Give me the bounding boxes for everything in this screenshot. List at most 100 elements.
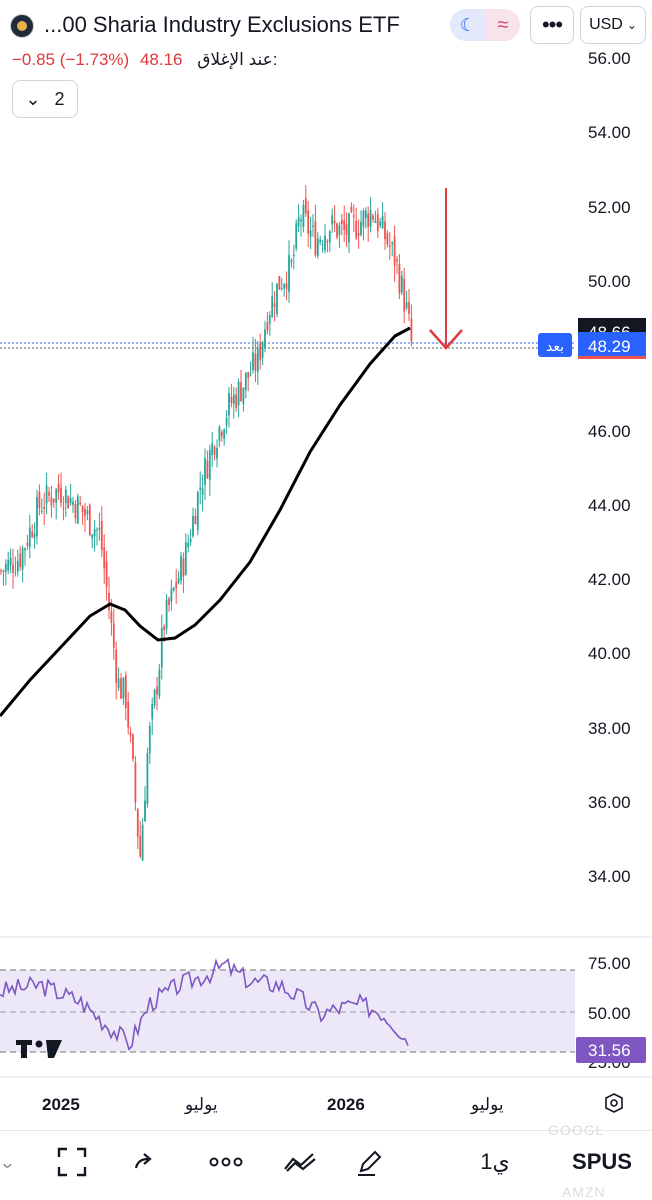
candle-body	[0, 570, 2, 572]
candle-body	[338, 225, 341, 236]
candle-body	[36, 496, 38, 537]
candle-body	[408, 302, 410, 314]
candle-body	[321, 244, 324, 246]
candle-body	[52, 498, 55, 502]
candle-body	[208, 449, 211, 480]
currency-label: USD	[589, 16, 623, 33]
candle-body	[184, 542, 187, 575]
bottom-toolbar	[0, 1130, 652, 1200]
chevron-down-icon: ⌄	[25, 88, 41, 109]
price-tick: 40.00	[588, 644, 631, 663]
candle-body	[372, 215, 374, 220]
candle-body	[350, 206, 353, 213]
indicator-count: 2	[54, 88, 65, 109]
candle-body	[249, 374, 252, 376]
candle-body	[280, 288, 283, 290]
candle-body	[362, 210, 365, 227]
wave-icon[interactable]: ≈	[486, 9, 520, 41]
candle-body	[333, 220, 336, 224]
candle-body	[177, 578, 180, 583]
symbol-button[interactable]: SPUS	[572, 1149, 632, 1174]
candle-body	[69, 498, 72, 504]
gear-icon[interactable]	[605, 1093, 623, 1113]
symbol-title[interactable]: ...00 Sharia Industry Exclusions ETF	[44, 12, 400, 37]
candle-body	[175, 581, 178, 589]
interval-button[interactable]: 1ي	[480, 1149, 510, 1174]
candle-body	[141, 824, 144, 861]
candle-body	[72, 501, 74, 505]
candle-body	[369, 210, 372, 227]
more-button[interactable]: •••	[530, 6, 574, 44]
candle-body	[38, 491, 41, 509]
after-price-underline	[578, 356, 646, 359]
price-tick: 44.00	[588, 496, 631, 515]
candle-body	[352, 215, 355, 217]
candle-body	[398, 263, 401, 294]
candle-body	[232, 394, 235, 405]
candle-body	[153, 690, 156, 706]
candle-body	[43, 506, 46, 509]
candle-body	[136, 809, 139, 837]
candle-body	[100, 521, 103, 551]
time-label: 2025	[42, 1095, 80, 1114]
price-tick: 52.00	[588, 198, 631, 217]
candle-body	[182, 558, 185, 577]
candle-body	[376, 214, 379, 232]
candle-body	[172, 588, 175, 591]
candle-body	[266, 322, 269, 331]
candle-body	[264, 329, 266, 349]
indicators-toggle[interactable]: ⌄ 2	[12, 80, 78, 118]
after-price-label: 48.29	[588, 337, 631, 356]
candle-body	[134, 762, 137, 803]
down-arrow-annotation[interactable]	[429, 188, 463, 350]
candle-body	[21, 548, 24, 570]
quote-row: −0.85 (−1.73%) 48.16 عند الإغلاق:	[12, 50, 278, 70]
candle-body	[151, 703, 154, 720]
rsi-tick: 50.00	[588, 1004, 631, 1023]
candle-body	[144, 800, 146, 822]
candle-body	[19, 553, 22, 567]
fullscreen-icon[interactable]	[52, 1142, 92, 1182]
candle-body	[216, 447, 218, 459]
candle-body	[336, 223, 338, 238]
moon-icon[interactable]: ☾	[450, 9, 486, 41]
redo-icon[interactable]	[124, 1142, 164, 1182]
candle-body	[96, 529, 98, 531]
candle-body	[292, 254, 295, 257]
time-label: يوليو	[184, 1095, 218, 1115]
price-tick: 36.00	[588, 793, 631, 812]
candle-body	[33, 533, 36, 539]
candle-body	[261, 342, 264, 358]
candle-body	[357, 232, 360, 236]
candle-body	[295, 223, 298, 249]
candles	[0, 185, 413, 862]
candle-body	[220, 431, 223, 437]
chart-style-icon[interactable]	[278, 1142, 322, 1182]
candle-body	[288, 254, 290, 292]
candle-body	[314, 221, 317, 256]
candle-body	[307, 210, 310, 234]
candle-body	[283, 284, 286, 289]
candle-body	[93, 529, 96, 537]
price-tick: 50.00	[588, 272, 631, 291]
after-hours-label: بعد	[546, 339, 564, 355]
symbol-logo-icon	[10, 14, 34, 38]
more-tools-icon[interactable]	[200, 1142, 252, 1182]
candle-body	[122, 677, 125, 699]
candle-body	[319, 239, 322, 243]
candle-body	[84, 508, 86, 517]
candle-body	[273, 303, 276, 307]
candle-body	[235, 394, 238, 408]
currency-select[interactable]: USD ⌄	[580, 6, 646, 44]
candle-body	[12, 564, 14, 573]
candle-body	[302, 205, 305, 228]
candle-body	[324, 235, 326, 251]
candle-body	[297, 217, 300, 227]
candle-body	[64, 489, 67, 504]
drawing-pen-icon[interactable]	[350, 1142, 390, 1182]
candle-body	[7, 559, 10, 571]
theme-toggle[interactable]: ☾ ≈	[450, 9, 520, 41]
edge-handle[interactable]	[0, 1142, 14, 1182]
candle-body	[24, 548, 26, 551]
